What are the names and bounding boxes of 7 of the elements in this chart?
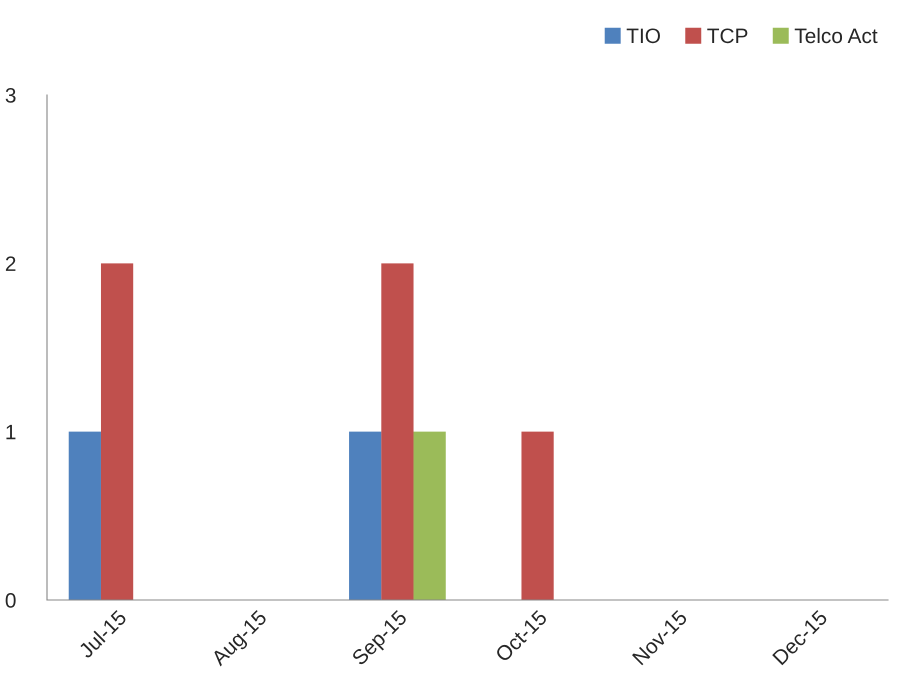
y-tick-label: 3 <box>6 88 16 103</box>
legend-label: TCP <box>707 28 748 44</box>
y-tick-label: 1 <box>6 424 16 440</box>
legend-label: TIO <box>626 28 660 44</box>
y-tick-label: 2 <box>6 256 16 271</box>
y-tick-label: 0 <box>6 593 16 608</box>
legend-label: Telco Act <box>794 28 878 44</box>
